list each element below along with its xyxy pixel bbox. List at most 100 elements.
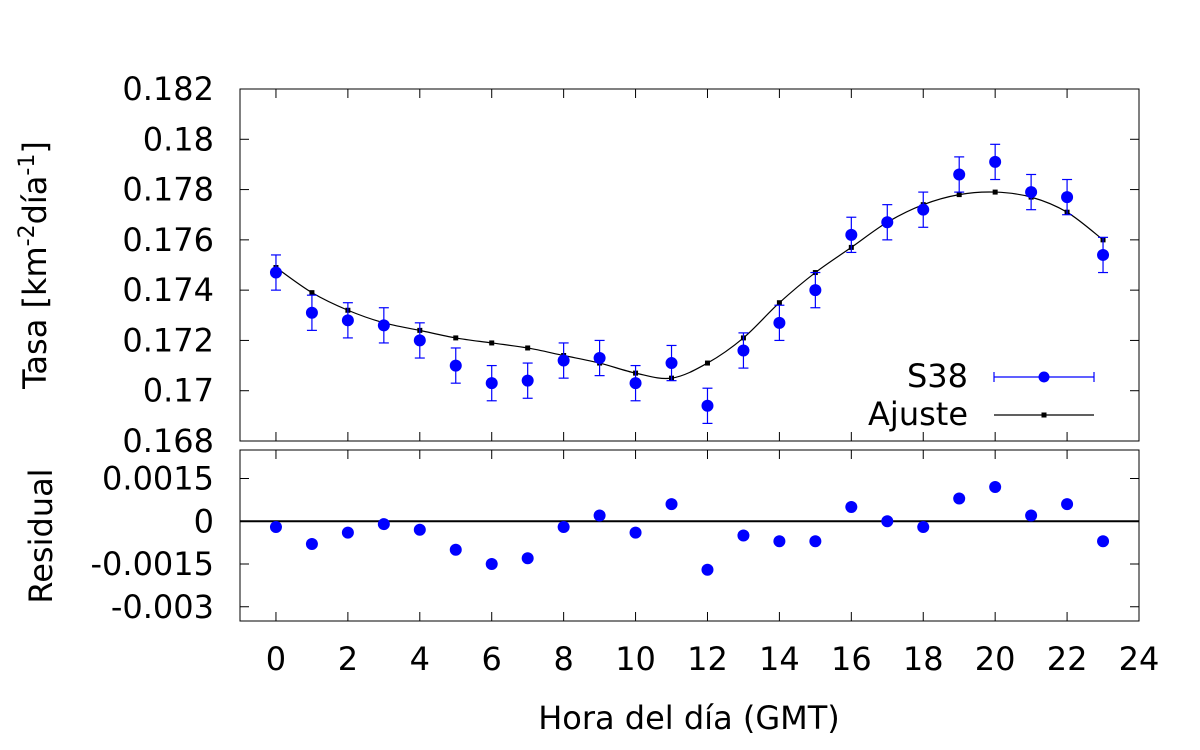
residual-point (665, 498, 678, 511)
ylabel-exp1: -2 (15, 224, 40, 246)
x-tick-label: 18 (903, 640, 944, 678)
residual-point (305, 538, 318, 551)
data-point (305, 306, 318, 319)
residual-point (845, 501, 858, 513)
ylabel-end: ] (16, 141, 54, 153)
residual-point (953, 492, 966, 505)
data-point (377, 319, 390, 332)
residual-point (449, 543, 462, 556)
main-y-tick-label: 0.172 (122, 321, 214, 359)
fit-point (956, 192, 962, 198)
x-tick-label: 22 (1047, 640, 1088, 678)
x-tick-label: 16 (831, 640, 872, 678)
residual-point (1025, 509, 1038, 522)
residual-y-axis: 0.0015 0 -0.0015 -0.003 (90, 460, 1139, 626)
residual-point (989, 481, 1002, 494)
fit-point (704, 360, 710, 366)
legend-marker-ajuste (1041, 412, 1047, 418)
residual-y-axis-title: Residual (22, 468, 60, 603)
fit-point (309, 290, 315, 296)
data-point (449, 359, 462, 372)
main-y-tick-label: 0.174 (122, 271, 214, 309)
residual-point (485, 558, 498, 570)
ylabel-mid: día (16, 176, 54, 225)
residual-point (1061, 498, 1074, 511)
fit-point (453, 335, 459, 341)
data-point (485, 377, 498, 390)
data-point (1025, 186, 1038, 199)
data-point (1061, 191, 1074, 204)
main-y-tick-label: 0.168 (122, 422, 214, 460)
ylabel-main: Tasa [km (16, 246, 54, 390)
fit-series (273, 189, 1106, 381)
data-point (701, 399, 714, 412)
residual-point (701, 563, 714, 576)
residual-point (1097, 535, 1110, 548)
data-point (809, 284, 822, 297)
x-tick-label: 12 (687, 640, 728, 678)
x-tick-label: 4 (410, 640, 430, 678)
fit-point (776, 300, 782, 306)
x-tick-label: 14 (759, 640, 800, 678)
data-point (593, 352, 606, 365)
residual-y-tick-label: -0.003 (111, 588, 214, 626)
x-tick-label: 20 (975, 640, 1016, 678)
data-point (881, 216, 894, 229)
x-tick-label: 6 (482, 640, 502, 678)
fit-point (992, 189, 998, 195)
fit-point (489, 340, 495, 346)
residual-point (809, 535, 822, 548)
x-tick-label: 2 (338, 640, 358, 678)
x-tick-label: 10 (615, 640, 656, 678)
residual-point (917, 520, 930, 533)
residual-point (881, 515, 894, 528)
residual-y-tick-label: 0.0015 (102, 460, 214, 498)
residual-point (629, 526, 642, 539)
data-point (1097, 248, 1110, 261)
x-tick-label: 0 (266, 640, 286, 678)
main-y-tick-label: 0.18 (143, 120, 214, 158)
legend-marker-s38 (1038, 371, 1050, 383)
main-y-tick-label: 0.178 (122, 171, 214, 209)
data-series (269, 143, 1110, 424)
main-y-tick-label: 0.182 (122, 70, 214, 108)
residual-point (413, 523, 426, 536)
main-y-tick-label: 0.176 (122, 221, 214, 259)
data-point (917, 203, 930, 216)
fit-point (525, 345, 531, 351)
data-point (629, 377, 642, 390)
data-point (269, 266, 282, 279)
x-tick-label: 24 (1119, 640, 1160, 678)
legend-label-ajuste: Ajuste (868, 395, 968, 433)
residual-point (557, 520, 570, 533)
residual-point (341, 526, 354, 539)
data-point (737, 344, 750, 357)
ylabel-exp2: -1 (15, 154, 40, 176)
data-point (953, 168, 966, 181)
x-tick-label: 8 (553, 640, 573, 678)
residual-plot-frame (239, 449, 1140, 622)
legend-label-s38: S38 (907, 357, 968, 395)
main-y-axis-title: Tasa [km-2día-1] (15, 141, 54, 390)
residual-y-tick-label: -0.0015 (90, 545, 214, 583)
residual-point (773, 535, 786, 548)
data-point (773, 316, 786, 329)
fit-line (275, 191, 1104, 380)
main-plot-frame (239, 88, 1140, 442)
residual-point (737, 529, 750, 542)
residual-series (269, 481, 1110, 576)
residual-point (593, 509, 606, 522)
data-point (989, 155, 1002, 168)
residual-point (377, 518, 390, 531)
data-point (341, 314, 354, 327)
x-axis-title: Hora del día (GMT) (538, 699, 840, 737)
main-y-axis: 0.182 0.18 0.178 0.176 0.174 0.172 0.17 0.168 (122, 70, 1139, 460)
data-point (521, 374, 534, 387)
main-y-tick-label: 0.17 (143, 372, 214, 410)
residual-y-tick-label: 0 (194, 502, 214, 540)
data-point (413, 334, 426, 347)
residual-point (521, 552, 534, 565)
residual-point (269, 520, 282, 533)
legend: S38 Ajuste (868, 357, 1095, 433)
